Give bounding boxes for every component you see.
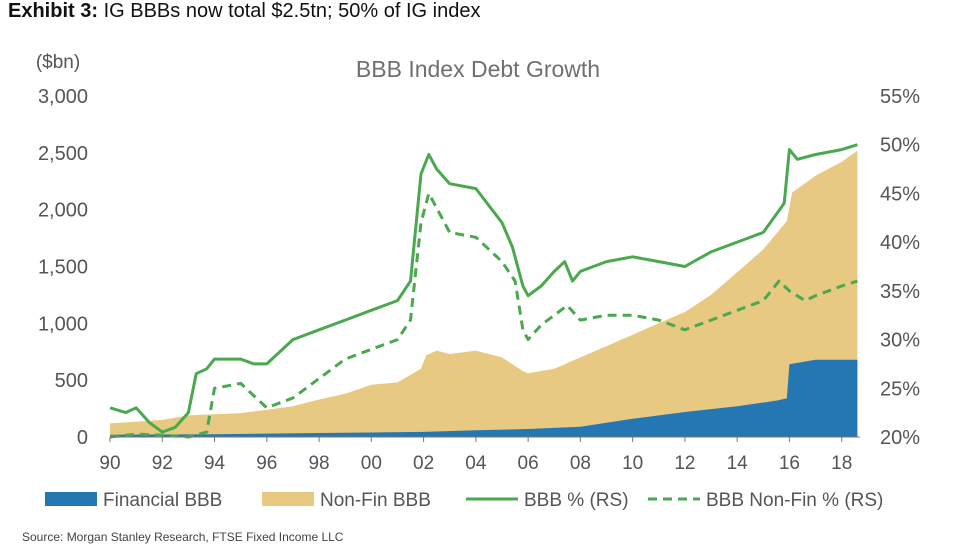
- series-financial-bbb-area: [110, 359, 858, 437]
- y-right-tick-label: 30%: [880, 330, 920, 352]
- x-tick-label: 96: [256, 453, 277, 474]
- y-right-tick-label: 25%: [880, 378, 920, 400]
- y-left-tick-label: 3,000: [38, 86, 88, 108]
- x-tick-label: 02: [413, 453, 434, 474]
- series-non-fin-bbb-area: [110, 150, 858, 437]
- x-tick-label: 94: [204, 453, 226, 474]
- legend-non-fin-bbb-label: Non-Fin BBB: [320, 490, 431, 511]
- legend-financial-bbb-swatch: [45, 492, 97, 506]
- y-left-tick-label: 500: [55, 370, 88, 392]
- series-bbb-pct-line: [109, 143, 858, 434]
- y-right-tick-label: 45%: [880, 183, 920, 205]
- y-right-tick-label: 55%: [880, 86, 920, 108]
- y-left-tick-label: 2,000: [38, 200, 88, 222]
- y-right-tick-label: 20%: [880, 427, 920, 449]
- exhibit-title: Exhibit 3: IG BBBs now total $2.5tn; 50%…: [8, 0, 480, 23]
- y-left-tick-label: 0: [77, 427, 88, 449]
- x-tick-label: 14: [727, 453, 749, 474]
- x-tick-label: 90: [99, 453, 120, 474]
- series-bbb-non-fin-pct-line: [109, 191, 858, 439]
- x-tick-label: 18: [831, 453, 852, 474]
- legend-bbb-rs-label: BBB % (RS): [524, 490, 629, 511]
- legend-bbb-non-fin-rs-label: BBB Non-Fin % (RS): [706, 490, 883, 511]
- y-unit-label: ($bn): [36, 52, 80, 73]
- x-tick-label: 92: [152, 453, 173, 474]
- y-right-tick-label: 50%: [880, 135, 920, 157]
- chart-title: BBB Index Debt Growth: [356, 56, 600, 82]
- x-tick-label: 12: [674, 453, 695, 474]
- x-tick-label: 08: [570, 453, 591, 474]
- y-left-tick-label: 1,000: [38, 313, 88, 335]
- x-tick-label: 06: [518, 453, 539, 474]
- x-tick-label: 98: [308, 453, 329, 474]
- x-tick-label: 16: [779, 453, 800, 474]
- y-left-tick-label: 2,500: [38, 143, 88, 165]
- exhibit-label: Exhibit 3:: [8, 0, 99, 22]
- x-tick-label: 04: [465, 453, 487, 474]
- y-left-tick-label: 1,500: [38, 257, 88, 279]
- legend-non-fin-bbb-swatch: [262, 492, 314, 506]
- legend-financial-bbb-label: Financial BBB: [103, 490, 222, 511]
- x-tick-label: 00: [361, 453, 382, 474]
- y-right-tick-label: 40%: [880, 232, 920, 254]
- y-right-tick-label: 35%: [880, 281, 920, 303]
- exhibit-text: IG BBBs now total $2.5tn; 50% of IG inde…: [103, 0, 481, 22]
- x-tick-label: 10: [622, 453, 643, 474]
- source-note: Source: Morgan Stanley Research, FTSE Fi…: [22, 530, 344, 544]
